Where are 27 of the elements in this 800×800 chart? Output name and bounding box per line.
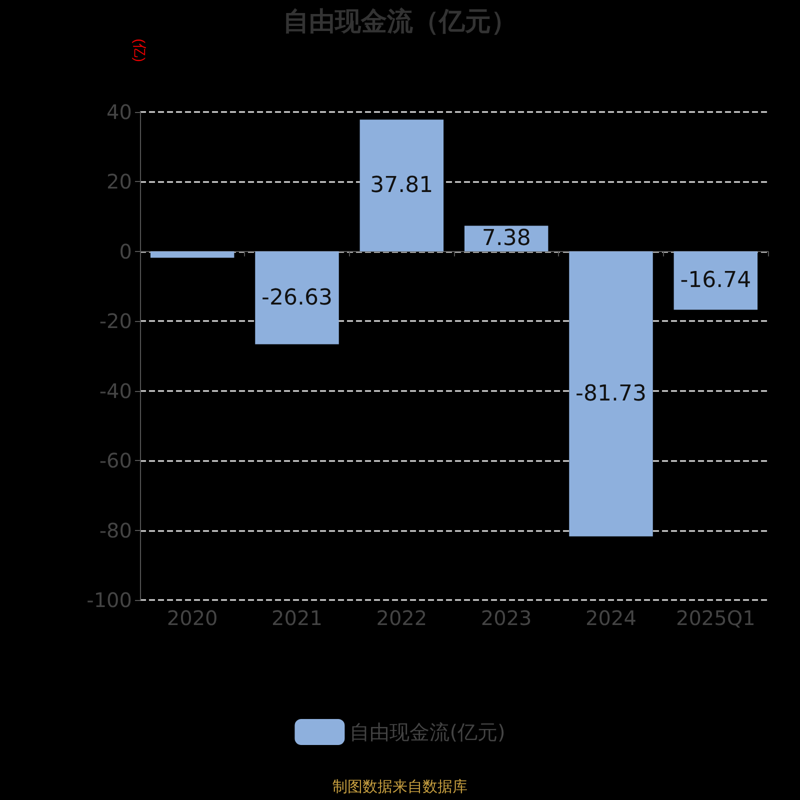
y-tick-label: -80 [99,518,132,542]
x-tick-label: 2023 [480,606,532,630]
text: -81.73 [576,381,646,406]
y-tick-label: 40 [106,100,132,124]
bar [360,120,444,252]
y-tick-label: -100 [86,588,132,612]
y-tick-label: 0 [119,239,132,264]
x-tick-label: 2024 [586,606,636,630]
text: 37.81 [370,173,434,198]
x-tick-label: 2021 [272,606,322,630]
x-tick-label: 2025Q1 [676,606,756,630]
x-tick-label: 2022 [376,606,428,630]
text: 7.38 [482,226,531,252]
x-tick-label: 2020 [166,606,218,630]
y-tick-label: 20 [106,170,132,194]
bar [674,251,758,310]
legend-label: 自由现金流(亿元) [350,720,506,744]
text: -26.63 [262,285,332,310]
bar [569,251,653,536]
y-tick-label: -60 [99,448,132,473]
text: -16.74 [680,268,752,294]
bar [255,251,339,344]
bar [150,251,234,258]
y-tick-label: -20 [99,309,132,334]
y-tick-label: -40 [99,378,132,403]
y-axis-title: (亿) [132,38,148,62]
text: 制图数据来自数据库 [332,778,468,796]
